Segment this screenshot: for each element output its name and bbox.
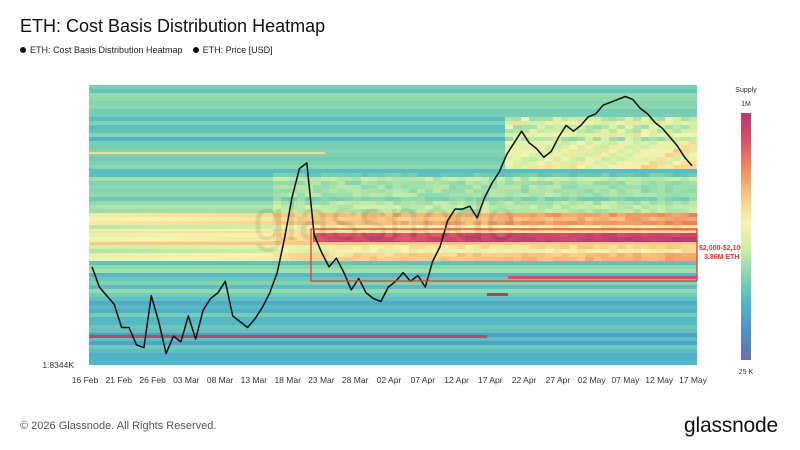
x-tick-label: 23 Mar: [308, 375, 335, 385]
legend-dot-icon: [192, 47, 199, 53]
x-tick-label: 22 Apr: [512, 375, 537, 385]
x-tick-label: 07 May: [611, 375, 640, 385]
x-tick-label: 12 Apr: [444, 375, 469, 385]
colorscale-bar: [741, 113, 751, 360]
legend: ETH: Cost Basis Distribution Heatmap ETH…: [20, 45, 273, 55]
x-tick-label: 17 Apr: [478, 375, 503, 385]
x-tick-label: 16 Feb: [72, 375, 99, 385]
x-tick-label: 21 Feb: [106, 375, 133, 385]
copyright-text: © 2026 Glassnode. All Rights Reserved.: [20, 420, 217, 432]
x-tick-label: 07 Apr: [411, 375, 436, 385]
legend-label-heatmap: ETH: Cost Basis Distribution Heatmap: [30, 45, 183, 55]
x-tick-label: 18 Mar: [274, 375, 301, 385]
annotation-box: [310, 228, 698, 282]
price-series: [91, 95, 693, 355]
annotation-label-supply: 3.86M ETH: [704, 254, 739, 261]
annotation-label-range: $2,000-$2,100: [699, 245, 744, 252]
legend-label-price: ETH: Price [USD]: [202, 45, 273, 55]
chart-title: ETH: Cost Basis Distribution Heatmap: [20, 16, 326, 36]
x-tick-label: 12 May: [645, 375, 674, 385]
watermark: glassnode: [253, 188, 517, 253]
price-line: [91, 95, 693, 355]
x-tick-label: 27 Apr: [546, 375, 571, 385]
brand-logo[interactable]: glassnode: [684, 414, 778, 437]
x-tick-label: 28 Mar: [342, 375, 369, 385]
x-axis-ticks: 16 Feb 21 Feb 26 Feb 03 Mar 08 Mar 13 Mar 18 M…: [72, 375, 708, 385]
colorscale-min-label: 25 K: [739, 369, 754, 376]
x-tick-label: 26 Feb: [139, 375, 166, 385]
legend-dot-icon: [20, 47, 26, 53]
x-tick-label: 02 May: [578, 375, 607, 385]
colorscale-max-label: 1M: [741, 101, 751, 108]
x-tick-label: 02 Apr: [377, 375, 402, 385]
legend-item-heatmap[interactable]: ETH: Cost Basis Distribution Heatmap: [20, 45, 183, 55]
x-tick-label: 03 Mar: [173, 375, 200, 385]
y-min-label: 1.8344K: [42, 360, 74, 370]
legend-item-price[interactable]: ETH: Price [USD]: [192, 45, 273, 55]
heatmap-cells: [89, 85, 697, 365]
x-tick-label: 13 Mar: [241, 375, 268, 385]
colorscale-title: Supply: [735, 87, 757, 94]
x-tick-label: 17 May: [679, 375, 708, 385]
x-tick-label: 08 Mar: [207, 375, 234, 385]
